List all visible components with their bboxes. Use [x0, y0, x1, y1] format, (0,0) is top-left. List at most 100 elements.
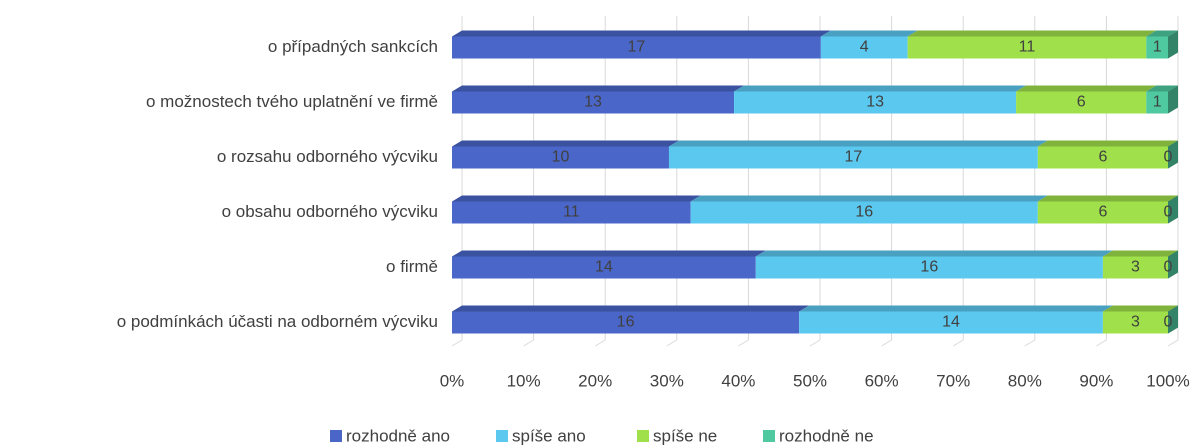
bar-face	[799, 305, 1113, 312]
bar-face	[1168, 140, 1178, 169]
bar-face	[452, 250, 766, 257]
data-label: 0	[1164, 314, 1173, 331]
bar-segment	[452, 305, 810, 334]
grid-line	[809, 339, 821, 347]
bar-segment	[668, 140, 1048, 169]
bar-face	[668, 140, 1048, 147]
bar-face	[452, 195, 701, 202]
bar-face	[452, 85, 745, 92]
bar-segment	[452, 195, 701, 224]
data-label: 3	[1131, 259, 1140, 276]
grid-line	[1167, 339, 1179, 347]
x-tick-label: 0%	[440, 371, 465, 390]
legend-label: rozhodně ne	[779, 426, 874, 445]
bar-segment	[452, 250, 766, 279]
bar-segment	[1102, 305, 1178, 334]
x-tick-label: 50%	[793, 371, 827, 390]
bar-segment	[1146, 30, 1178, 59]
bar-segment	[452, 140, 679, 169]
category-label: o podmínkách účasti na odborném výcviku	[117, 312, 438, 331]
category-label: o možnostech tvého uplatnění ve firmě	[146, 92, 438, 111]
bar-face	[1037, 146, 1168, 169]
bar-face	[452, 91, 735, 114]
bar-segment	[1037, 195, 1178, 224]
bar-segment	[799, 305, 1113, 334]
bar-face	[1146, 30, 1178, 37]
data-label: 13	[584, 94, 602, 111]
bar-segment	[1146, 85, 1178, 114]
bar-segment	[452, 85, 745, 114]
bar-face	[734, 85, 1027, 92]
category-label: o rozsahu odborného výcviku	[217, 147, 438, 166]
x-tick-label: 20%	[578, 371, 612, 390]
legend-swatch	[637, 430, 649, 442]
x-tick-label: 100%	[1146, 371, 1189, 390]
bar-face	[668, 146, 1038, 169]
data-label: 11	[1019, 39, 1036, 56]
bar-face	[1102, 305, 1178, 312]
data-label: 16	[855, 204, 873, 221]
grid-line	[451, 339, 463, 347]
data-label: 14	[595, 259, 613, 276]
bar-segment	[907, 30, 1157, 59]
bar-segment	[1168, 250, 1178, 279]
x-tick-label: 70%	[936, 371, 970, 390]
grid-line	[881, 339, 892, 347]
x-tick-label: 90%	[1079, 371, 1113, 390]
bar-segment	[820, 30, 918, 59]
legend-label: rozhodně ano	[346, 426, 450, 445]
data-label: 16	[617, 314, 635, 331]
bar-face	[820, 36, 908, 59]
x-tick-label: 60%	[865, 371, 899, 390]
legend-swatch	[330, 430, 342, 442]
bar-face	[452, 305, 810, 312]
bar-face	[452, 256, 756, 279]
bar-face	[452, 140, 679, 147]
data-label: 1	[1153, 94, 1162, 111]
bar-face	[907, 30, 1157, 37]
data-label: 0	[1164, 204, 1173, 221]
bar-face	[1102, 250, 1178, 257]
bar-face	[452, 311, 800, 334]
bar-face	[1146, 85, 1178, 92]
bar-segment	[1168, 195, 1178, 224]
x-tick-label: 30%	[650, 371, 684, 390]
data-label: 17	[844, 149, 862, 166]
bar-face	[452, 201, 691, 224]
data-label: 10	[552, 149, 570, 166]
bar-segment	[1037, 140, 1178, 169]
bar-face	[820, 30, 918, 37]
category-label: o případných sankcích	[268, 37, 438, 56]
grid-line	[594, 339, 606, 347]
grid-line	[523, 339, 534, 347]
data-label: 4	[860, 39, 869, 56]
bar-face	[1168, 195, 1178, 224]
data-label: 1	[1153, 39, 1162, 56]
bar-face	[1037, 140, 1178, 147]
bar-face	[1168, 305, 1178, 334]
x-tick-label: 40%	[721, 371, 755, 390]
bar-face	[907, 36, 1147, 59]
legend-swatch	[763, 430, 775, 442]
legend-label: spíše ne	[653, 426, 717, 445]
bar-segment	[1168, 305, 1178, 334]
data-label: 6	[1098, 149, 1107, 166]
bar-segment	[1168, 140, 1178, 169]
bar-face	[1102, 256, 1168, 279]
data-label: 3	[1131, 314, 1140, 331]
bar-face	[1168, 85, 1178, 114]
bar-face	[1146, 36, 1168, 59]
bar-segment	[1016, 85, 1157, 114]
grid-line	[1096, 339, 1107, 347]
bar-face	[1102, 311, 1168, 334]
data-label: 11	[563, 204, 580, 221]
grid-line	[952, 339, 964, 347]
data-label: 17	[628, 39, 646, 56]
category-label: o firmě	[386, 257, 438, 276]
bar-face	[734, 91, 1017, 114]
bar-face	[690, 195, 1048, 202]
bar-face	[452, 30, 831, 37]
bar-face	[1037, 201, 1168, 224]
data-label: 14	[942, 314, 960, 331]
